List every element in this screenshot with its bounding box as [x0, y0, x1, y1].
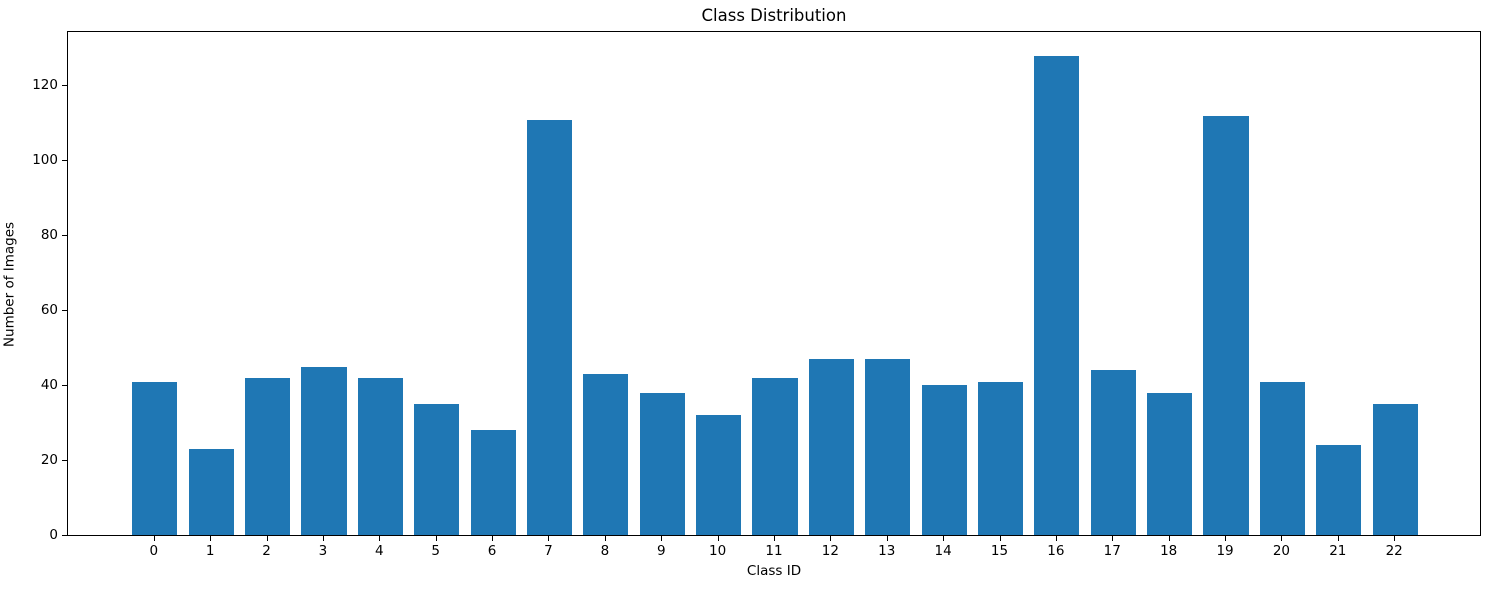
x-tick-label: 20: [1272, 543, 1290, 559]
x-tick-label: 14: [934, 543, 952, 559]
x-tick-mark: [774, 536, 775, 541]
bar-class-18: [1147, 392, 1193, 535]
bar-class-22: [1372, 404, 1418, 535]
bar-class-8: [583, 374, 629, 535]
plot-area: [67, 31, 1481, 536]
x-tick-mark: [153, 536, 155, 541]
x-tick-mark: [1112, 536, 1114, 541]
y-tick-mark: [62, 385, 67, 386]
bar-class-5: [414, 404, 460, 535]
x-tick-mark: [886, 536, 888, 541]
y-tick-label: 40: [40, 377, 58, 393]
bar-class-3: [301, 366, 347, 535]
x-tick-mark: [604, 536, 606, 541]
x-tick-mark: [548, 536, 550, 541]
x-tick-mark: [999, 536, 1001, 541]
bar-class-6: [470, 430, 516, 535]
x-tick-mark: [661, 536, 663, 541]
bar-class-19: [1203, 115, 1249, 535]
y-tick-label: 100: [32, 152, 58, 168]
y-tick-mark: [62, 160, 67, 161]
y-tick-mark: [62, 535, 67, 536]
bar-class-20: [1259, 381, 1305, 535]
x-tick-mark: [210, 536, 212, 541]
bar-class-15: [977, 381, 1024, 535]
x-tick-mark: [266, 536, 268, 541]
y-tick-label: 20: [40, 452, 58, 468]
x-tick-label: 13: [878, 543, 896, 559]
x-tick-mark: [492, 536, 494, 541]
bar-class-0: [132, 381, 178, 535]
x-tick-label: 15: [990, 543, 1009, 559]
bar-class-10: [696, 415, 742, 535]
x-tick-mark: [1055, 536, 1057, 541]
x-tick-label: 16: [1047, 543, 1065, 559]
chart-title: Class Distribution: [701, 6, 847, 25]
x-tick-label: 8: [600, 543, 610, 559]
x-tick-label: 17: [1103, 543, 1121, 559]
bar-class-4: [357, 377, 403, 535]
x-tick-mark: [1168, 536, 1170, 541]
x-tick-label: 0: [149, 543, 159, 559]
x-tick-mark: [1225, 536, 1227, 541]
x-tick-label: 3: [318, 543, 328, 559]
bar-class-16: [1034, 55, 1080, 535]
x-tick-mark: [379, 536, 381, 541]
x-tick-label: 12: [821, 543, 839, 559]
x-tick-label: 2: [262, 543, 271, 559]
y-tick-mark: [62, 235, 67, 236]
x-tick-mark: [717, 536, 719, 541]
x-tick-mark: [1337, 536, 1339, 541]
x-tick-label: 4: [375, 543, 384, 559]
bar-class-2: [245, 377, 291, 535]
x-tick-label: 1: [205, 543, 215, 559]
bar-class-13: [865, 359, 911, 535]
x-tick-label: 10: [709, 543, 727, 559]
x-tick-mark: [1394, 536, 1396, 541]
x-tick-label: 5: [431, 543, 441, 559]
bar-class-11: [752, 377, 798, 535]
bar-class-14: [921, 385, 967, 535]
x-tick-label: 11: [765, 543, 783, 559]
bar-class-12: [808, 359, 854, 535]
x-tick-mark: [1281, 536, 1283, 541]
y-tick-mark: [62, 310, 67, 311]
bar-class-21: [1316, 445, 1362, 535]
bar-class-9: [639, 392, 685, 535]
y-tick-mark: [62, 460, 67, 461]
x-tick-label: 9: [656, 543, 666, 559]
y-tick-label: 0: [49, 527, 58, 543]
y-tick-label: 60: [40, 302, 58, 318]
y-tick-label: 80: [40, 227, 58, 243]
x-tick-mark: [322, 536, 324, 541]
x-axis-label: Class ID: [746, 563, 802, 579]
y-tick-label: 120: [32, 77, 58, 93]
bar-class-1: [188, 448, 234, 535]
x-tick-label: 6: [487, 543, 497, 559]
x-tick-label: 7: [544, 543, 553, 559]
x-tick-label: 19: [1216, 543, 1234, 559]
x-tick-mark: [435, 536, 437, 541]
bar-class-17: [1090, 370, 1136, 535]
y-tick-mark: [62, 85, 67, 86]
x-tick-label: 21: [1329, 543, 1347, 559]
x-tick-mark: [943, 536, 945, 541]
x-tick-label: 18: [1160, 543, 1178, 559]
x-tick-label: 22: [1385, 543, 1403, 559]
bar-class-7: [526, 119, 573, 535]
x-tick-mark: [830, 536, 832, 541]
